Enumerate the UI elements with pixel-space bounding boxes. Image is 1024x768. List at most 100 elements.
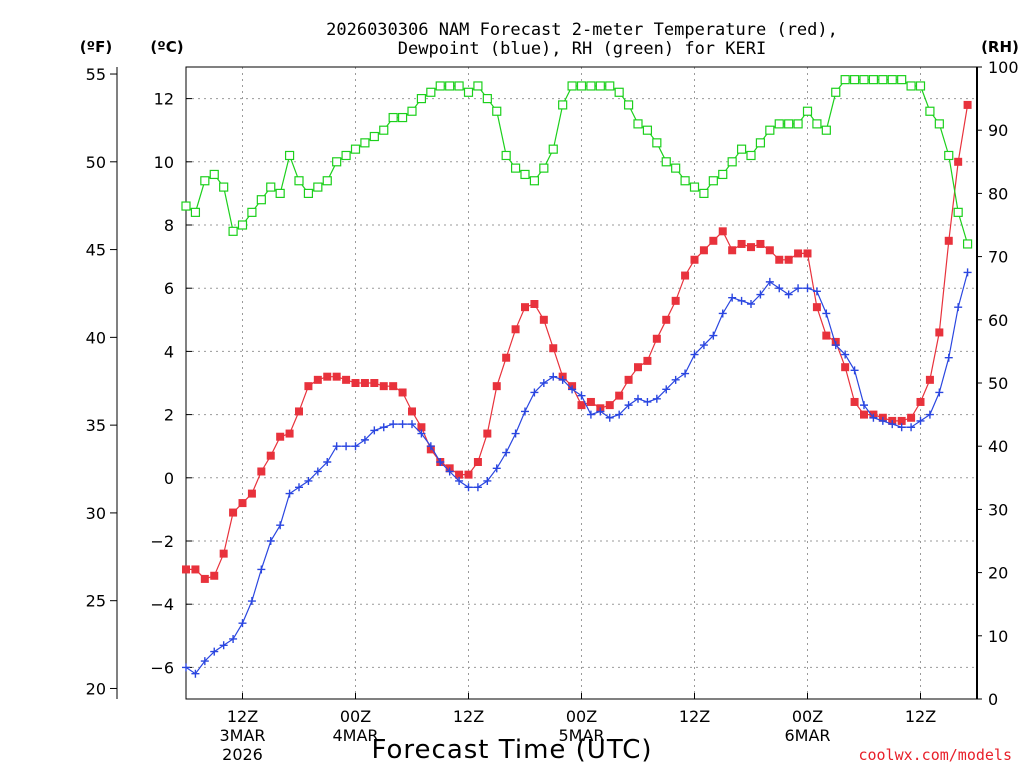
- temperature-point: [200, 574, 209, 583]
- temperature-point: [360, 379, 369, 387]
- rh-tick-label: 70: [988, 248, 1008, 267]
- temperature-point: [954, 157, 963, 166]
- rh-point: [642, 125, 653, 135]
- year-tick-label: 2026: [222, 745, 263, 764]
- rh-point: [501, 150, 511, 161]
- time-tick-label: 00Z: [792, 707, 823, 726]
- dewpoint-point: [436, 458, 445, 466]
- celsius-tick-label: 2: [164, 406, 174, 425]
- rh-point: [284, 150, 295, 161]
- dewpoint-point: [907, 423, 916, 432]
- temperature-point: [521, 303, 529, 312]
- rh-point: [661, 157, 671, 167]
- time-tick-label: 12Z: [679, 707, 710, 726]
- temperature-point: [925, 375, 934, 384]
- rh-point: [492, 106, 502, 116]
- dewpoint-point: [577, 391, 586, 400]
- temperature-point: [408, 407, 416, 416]
- temperature-point: [897, 416, 906, 425]
- rh-tick-label: 20: [988, 564, 1008, 583]
- temperature-point: [295, 407, 303, 416]
- dewpoint-point: [869, 413, 878, 422]
- rh-point: [463, 87, 474, 97]
- rh-point: [266, 182, 276, 192]
- temperature-point: [624, 375, 633, 384]
- dewpoint-point: [238, 619, 247, 628]
- rh-point: [906, 81, 916, 91]
- dewpoint-point: [888, 420, 897, 429]
- rh-point: [755, 138, 766, 148]
- dewpoint-point: [342, 442, 351, 451]
- temperature-point: [313, 375, 322, 384]
- temperature-point: [747, 243, 755, 252]
- temperature-point: [511, 325, 520, 334]
- rh-point: [247, 207, 257, 217]
- temperature-point: [323, 372, 332, 381]
- rh-point: [360, 138, 370, 148]
- time-tick-label: 00Z: [340, 707, 371, 726]
- temperature-line: [186, 104, 969, 580]
- temperature-point: [907, 413, 916, 422]
- dewpoint-point: [897, 423, 906, 432]
- celsius-tick-label: −2: [150, 532, 174, 551]
- rh-point: [953, 207, 963, 217]
- celsius-tick-label: −6: [150, 658, 174, 677]
- temperature-point: [332, 372, 341, 381]
- dewpoint-point: [247, 597, 256, 606]
- celsius-tick-label: 6: [164, 279, 174, 298]
- rh-point: [482, 93, 492, 104]
- rh-point: [510, 163, 521, 173]
- dewpoint-point: [671, 375, 680, 384]
- dewpoint-point: [860, 401, 868, 410]
- x-axis-title: Forecast Time (UTC): [371, 735, 652, 765]
- temperature-point: [944, 236, 953, 245]
- unit-label-celsius: (ºC): [150, 38, 183, 56]
- temperature-point: [841, 363, 850, 372]
- temperature-point: [389, 382, 398, 391]
- dewpoint-point: [464, 483, 473, 492]
- rh-point: [219, 182, 229, 192]
- rh-point: [774, 119, 784, 129]
- data-series: [181, 75, 973, 678]
- rh-tick-label: 0: [988, 690, 998, 709]
- dewpoint-point: [954, 303, 963, 312]
- temperature-point: [699, 246, 708, 255]
- tick-labels: 20 25 30 35 40 45 50 55 −6 −4 −2 0 2 4 6 8 10 12 0 10 20 30 40…: [86, 58, 1019, 764]
- dewpoint-point: [539, 379, 548, 387]
- time-tick-label: 00Z: [566, 707, 597, 726]
- rh-point: [586, 81, 596, 91]
- rh-point: [435, 81, 445, 91]
- rh-point: [652, 138, 662, 148]
- rh-point: [275, 188, 285, 198]
- temperature-point: [238, 499, 247, 508]
- rh-point: [671, 163, 681, 173]
- rh-point: [332, 157, 342, 167]
- rh-point: [539, 163, 549, 173]
- rh-point: [256, 195, 266, 205]
- dewpoint-point: [925, 410, 934, 419]
- temperature-point: [398, 388, 407, 397]
- rh-point: [369, 131, 379, 142]
- rh-tick-label: 40: [988, 437, 1008, 456]
- temperature-point: [182, 565, 190, 574]
- dewpoint-point: [718, 309, 727, 318]
- rh-point: [736, 144, 747, 154]
- dewpoint-point: [492, 464, 501, 473]
- temperature-point: [417, 423, 426, 432]
- rh-tick-label: 90: [988, 121, 1008, 140]
- dewpoint-point: [200, 657, 209, 666]
- dewpoint-point: [850, 366, 859, 375]
- rh-point: [426, 87, 436, 97]
- credit-link[interactable]: coolwx.com/models: [858, 746, 1012, 764]
- dewpoint-point: [276, 521, 285, 530]
- rh-point: [605, 81, 615, 91]
- temperature-point: [473, 458, 482, 466]
- rh-point: [840, 75, 850, 85]
- time-tick-label: 12Z: [905, 707, 936, 726]
- rh-point: [529, 176, 540, 186]
- dewpoint-point: [257, 565, 266, 574]
- fahrenheit-tick-label: 50: [86, 153, 106, 172]
- celsius-tick-label: 8: [164, 216, 174, 235]
- temperature-point: [681, 271, 690, 280]
